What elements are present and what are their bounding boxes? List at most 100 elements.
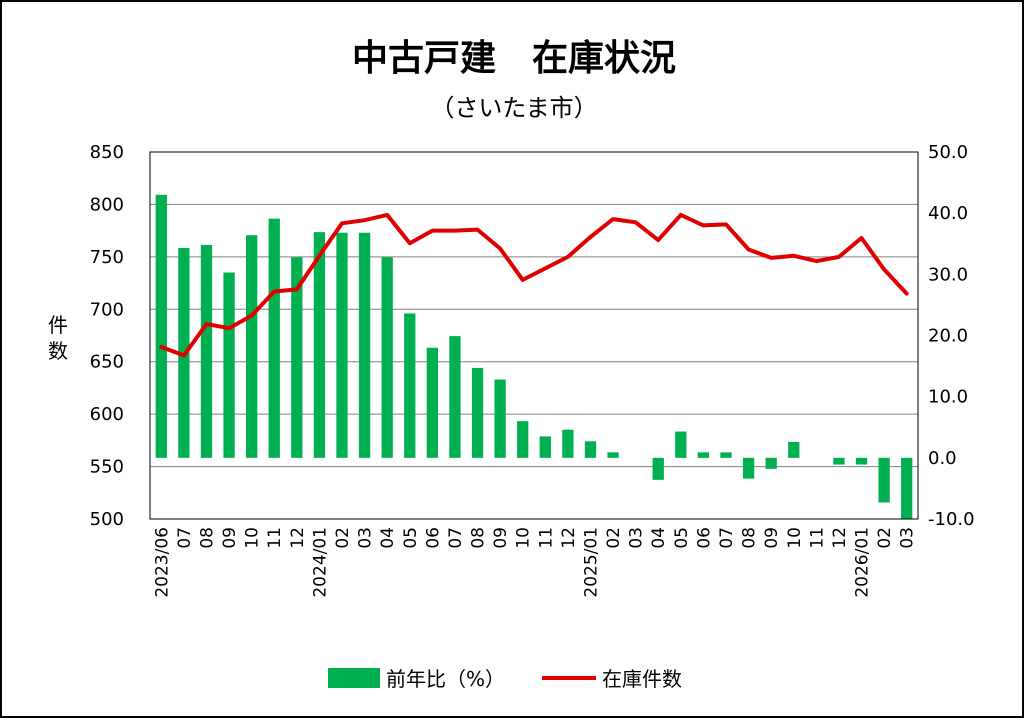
y-axis-label-char-1: 件 — [48, 313, 68, 337]
y-left-tick-label: 600 — [90, 404, 124, 425]
line-point — [770, 257, 772, 259]
line-point — [160, 346, 162, 348]
line-point — [409, 242, 411, 244]
line-point — [251, 315, 253, 317]
bar — [313, 232, 326, 458]
x-tick-label: 2024/01 — [310, 527, 330, 598]
bar — [697, 452, 710, 458]
line-point — [815, 260, 817, 262]
line-point — [296, 288, 298, 290]
line-point — [748, 249, 750, 251]
bar — [607, 452, 619, 458]
bar — [562, 429, 574, 458]
line-point — [883, 268, 885, 270]
bar — [336, 232, 348, 458]
x-tick-label: 06 — [694, 527, 714, 549]
x-tick-label: 12 — [830, 527, 850, 549]
y-left-tick-label: 650 — [90, 352, 124, 373]
x-tick-label: 08 — [469, 527, 489, 549]
x-tick-label: 08 — [197, 527, 217, 549]
x-tick-label: 09 — [220, 527, 240, 549]
x-tick-label: 04 — [378, 527, 398, 549]
x-tick-label: 07 — [175, 527, 195, 549]
line-point — [635, 221, 637, 223]
bar — [471, 367, 484, 458]
x-tick-label: 12 — [559, 527, 579, 549]
x-tick-label: 09 — [762, 527, 782, 549]
line-point — [431, 230, 433, 232]
y-right-tick-label: 50.0 — [928, 142, 968, 163]
y-axis-label: 件 数 — [48, 313, 68, 363]
line-point — [522, 279, 524, 281]
line-point — [341, 222, 343, 224]
bar — [765, 457, 777, 469]
x-tick-label: 2025/01 — [581, 527, 601, 598]
line-point — [838, 256, 840, 258]
bar — [652, 457, 664, 480]
x-tick-label: 10 — [514, 527, 534, 549]
gridlines — [150, 151, 918, 520]
legend-bar-label: 前年比（%） — [386, 667, 505, 691]
bar — [878, 457, 890, 503]
bar-series — [155, 194, 913, 519]
y-right-tick-label: 20.0 — [928, 326, 968, 347]
y-left-tick-label: 850 — [90, 142, 124, 163]
x-tick-label: 07 — [717, 527, 737, 549]
bar — [517, 421, 529, 458]
line-point — [386, 214, 388, 216]
line-point — [680, 214, 682, 216]
line-path — [159, 212, 909, 358]
x-tick-label: 2026/01 — [853, 527, 873, 598]
x-tick-label: 07 — [446, 527, 466, 549]
bar — [268, 218, 280, 458]
x-tick-label: 02 — [333, 527, 353, 549]
y-right-tick-label: 10.0 — [928, 387, 968, 408]
bar — [833, 457, 845, 465]
y-left-tick-label: 700 — [90, 299, 124, 320]
bar — [584, 441, 597, 458]
y-right-tick-label: -10.0 — [928, 509, 975, 530]
x-axis: 2023/06 07 08 09 10 11 12 2024/01 02 03 04 05 06 07 08… — [152, 527, 917, 598]
chart-subtitle: （さいたま市） — [430, 94, 597, 122]
line-point — [612, 218, 614, 220]
line-point — [499, 247, 501, 249]
x-tick-label: 10 — [785, 527, 805, 549]
plot-area — [149, 151, 919, 520]
y-left-tick-label: 750 — [90, 247, 124, 268]
line-point — [454, 230, 456, 232]
legend-line-label: 在庫件数 — [602, 667, 682, 691]
line-point — [364, 219, 366, 221]
legend-bar-swatch — [328, 668, 380, 688]
line-point — [906, 293, 908, 295]
x-tick-label: 11 — [536, 527, 556, 549]
x-tick-label: 2023/06 — [152, 527, 172, 598]
line-point — [702, 224, 704, 226]
x-tick-label: 02 — [604, 527, 624, 549]
line-point — [544, 267, 546, 269]
y-right-tick-label: 30.0 — [928, 264, 968, 285]
x-tick-label: 03 — [627, 527, 647, 549]
bar — [788, 441, 800, 458]
line-point — [228, 327, 230, 329]
x-tick-label: 02 — [875, 527, 895, 549]
y-left-tick-label: 500 — [90, 509, 124, 530]
bar — [675, 431, 687, 458]
x-tick-label: 12 — [288, 527, 308, 549]
bar — [223, 272, 235, 458]
y-axis-left: 850 800 750 700 650 600 550 500 — [90, 142, 124, 530]
x-tick-label: 03 — [898, 527, 918, 549]
y-left-tick-label: 800 — [90, 194, 124, 215]
bar — [404, 313, 416, 458]
x-tick-label: 09 — [491, 527, 511, 549]
y-right-tick-label: 40.0 — [928, 203, 968, 224]
line-point — [725, 223, 727, 225]
y-right-tick-label: 0.0 — [928, 448, 957, 469]
line-point — [477, 229, 479, 231]
bar — [358, 232, 371, 458]
x-tick-label: 05 — [672, 527, 692, 549]
bar — [539, 436, 551, 458]
line-series — [159, 212, 909, 358]
y-left-tick-label: 550 — [90, 457, 124, 478]
x-tick-label: 11 — [807, 527, 827, 549]
bar — [155, 194, 167, 458]
